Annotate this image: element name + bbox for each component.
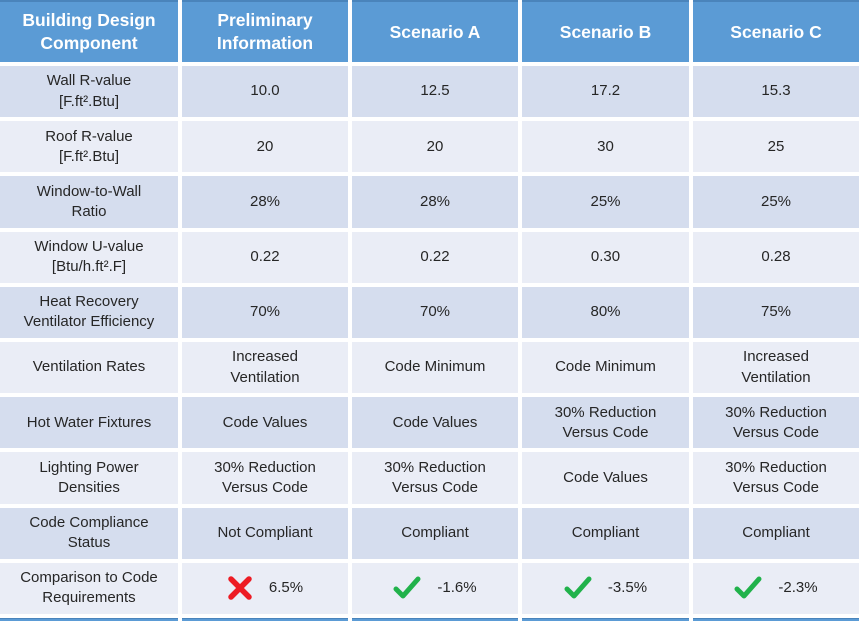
row-label-code-compliance-status: Code Compliance Status: [0, 507, 178, 559]
comparison-value: -2.3%: [778, 579, 818, 597]
table-cell: 17.2: [522, 66, 689, 118]
table-cell: 25%: [522, 176, 689, 228]
table-cell: 10.0: [182, 66, 348, 118]
table-cell: Increased Ventilation: [693, 342, 859, 394]
comparison-value: 6.5%: [268, 579, 304, 597]
table-cell: 20: [182, 121, 348, 173]
table-cell: Compliant: [352, 507, 518, 559]
table-cell: Code Minimum: [522, 342, 689, 394]
table-bottom-edge: [352, 618, 518, 621]
row-label-ventilation-rates: Ventilation Rates: [0, 342, 178, 394]
row-label-heat-recovery-ventilator-efficiency: Heat Recovery Ventilator Efficiency: [0, 286, 178, 338]
table-cell: 70%: [182, 286, 348, 338]
table-cell: Code Values: [522, 452, 689, 504]
table-cell: 80%: [522, 286, 689, 338]
table-cell: 12.5: [352, 66, 518, 118]
table-cell: -2.3%: [693, 562, 859, 614]
table-cell: -1.6%: [352, 562, 518, 614]
table-cell: 20: [352, 121, 518, 173]
table-cell: 0.22: [352, 231, 518, 283]
table-cell: 0.28: [693, 231, 859, 283]
table-cell: 0.30: [522, 231, 689, 283]
comparison-value: -1.6%: [437, 579, 477, 597]
table-cell: 75%: [693, 286, 859, 338]
table-bottom-edge: [182, 618, 348, 621]
row-label-hot-water-fixtures: Hot Water Fixtures: [0, 397, 178, 449]
table-cell: 30% Reduction Versus Code: [182, 452, 348, 504]
table-cell: Compliant: [693, 507, 859, 559]
column-header-scenario-a: Scenario A: [352, 0, 518, 62]
comparison-value: -3.5%: [607, 579, 648, 597]
table-cell: Compliant: [522, 507, 689, 559]
column-header-scenario-c: Scenario C: [693, 0, 859, 62]
table-cell: Code Minimum: [352, 342, 518, 394]
table-bottom-edge: [0, 618, 178, 621]
table-cell: 28%: [182, 176, 348, 228]
table-cell: 15.3: [693, 66, 859, 118]
table-cell: 0.22: [182, 231, 348, 283]
check-mark-icon: [393, 576, 421, 600]
row-label-roof-r-value: Roof R-value [F.ft².Btu]: [0, 121, 178, 173]
table-cell: Code Values: [352, 397, 518, 449]
table-cell: 30% Reduction Versus Code: [352, 452, 518, 504]
table-cell: Increased Ventilation: [182, 342, 348, 394]
table-bottom-edge: [522, 618, 689, 621]
table-cell: 30% Reduction Versus Code: [522, 397, 689, 449]
column-header-building-design-component: Building Design Component: [0, 0, 178, 62]
row-label-window-u-value: Window U-value [Btu/h.ft².F]: [0, 231, 178, 283]
table-bottom-edge: [693, 618, 859, 621]
row-label-window-to-wall-ratio: Window-to-Wall Ratio: [0, 176, 178, 228]
row-label-lighting-power-densities: Lighting Power Densities: [0, 452, 178, 504]
column-header-scenario-b: Scenario B: [522, 0, 689, 62]
row-label-comparison-to-code-requirements: Comparison to Code Requirements: [0, 562, 178, 614]
table-cell: 30: [522, 121, 689, 173]
check-mark-icon: [564, 576, 592, 600]
table-cell: 28%: [352, 176, 518, 228]
table-cell: -3.5%: [522, 562, 689, 614]
row-label-wall-r-value: Wall R-value [F.ft².Btu]: [0, 66, 178, 118]
check-mark-icon: [734, 576, 762, 600]
table-cell: Code Values: [182, 397, 348, 449]
column-header-preliminary-information: Preliminary Information: [182, 0, 348, 62]
x-mark-icon: [227, 575, 253, 601]
table-cell: 70%: [352, 286, 518, 338]
table-cell: 25: [693, 121, 859, 173]
table-cell: 25%: [693, 176, 859, 228]
table-cell: 30% Reduction Versus Code: [693, 397, 859, 449]
table-cell: Not Compliant: [182, 507, 348, 559]
table-cell: 30% Reduction Versus Code: [693, 452, 859, 504]
table-cell: 6.5%: [182, 562, 348, 614]
